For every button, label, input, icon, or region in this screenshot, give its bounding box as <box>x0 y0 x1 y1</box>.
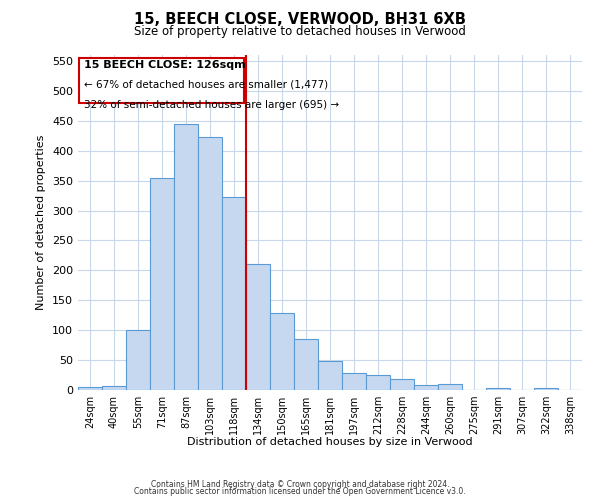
Bar <box>438 384 462 390</box>
Text: ← 67% of detached houses are smaller (1,477): ← 67% of detached houses are smaller (1,… <box>84 80 328 90</box>
Bar <box>390 378 414 390</box>
Bar <box>102 386 126 390</box>
Bar <box>150 178 174 390</box>
Bar <box>318 360 342 390</box>
Text: 32% of semi-detached houses are larger (695) →: 32% of semi-detached houses are larger (… <box>84 100 340 110</box>
Bar <box>174 124 198 390</box>
Bar <box>246 264 270 390</box>
Bar <box>534 388 558 390</box>
Bar <box>222 198 246 390</box>
Bar <box>486 388 510 390</box>
Bar <box>78 387 102 390</box>
Bar <box>270 313 294 390</box>
Text: 15, BEECH CLOSE, VERWOOD, BH31 6XB: 15, BEECH CLOSE, VERWOOD, BH31 6XB <box>134 12 466 28</box>
Text: 15 BEECH CLOSE: 126sqm: 15 BEECH CLOSE: 126sqm <box>84 60 246 70</box>
Text: Contains HM Land Registry data © Crown copyright and database right 2024.: Contains HM Land Registry data © Crown c… <box>151 480 449 489</box>
Bar <box>126 330 150 390</box>
Bar <box>414 385 438 390</box>
Bar <box>294 338 318 390</box>
Bar <box>198 137 222 390</box>
Text: Size of property relative to detached houses in Verwood: Size of property relative to detached ho… <box>134 25 466 38</box>
Bar <box>342 372 366 390</box>
Text: Contains public sector information licensed under the Open Government Licence v3: Contains public sector information licen… <box>134 487 466 496</box>
X-axis label: Distribution of detached houses by size in Verwood: Distribution of detached houses by size … <box>187 437 473 447</box>
Y-axis label: Number of detached properties: Number of detached properties <box>37 135 46 310</box>
FancyBboxPatch shape <box>79 58 244 103</box>
Bar <box>366 375 390 390</box>
